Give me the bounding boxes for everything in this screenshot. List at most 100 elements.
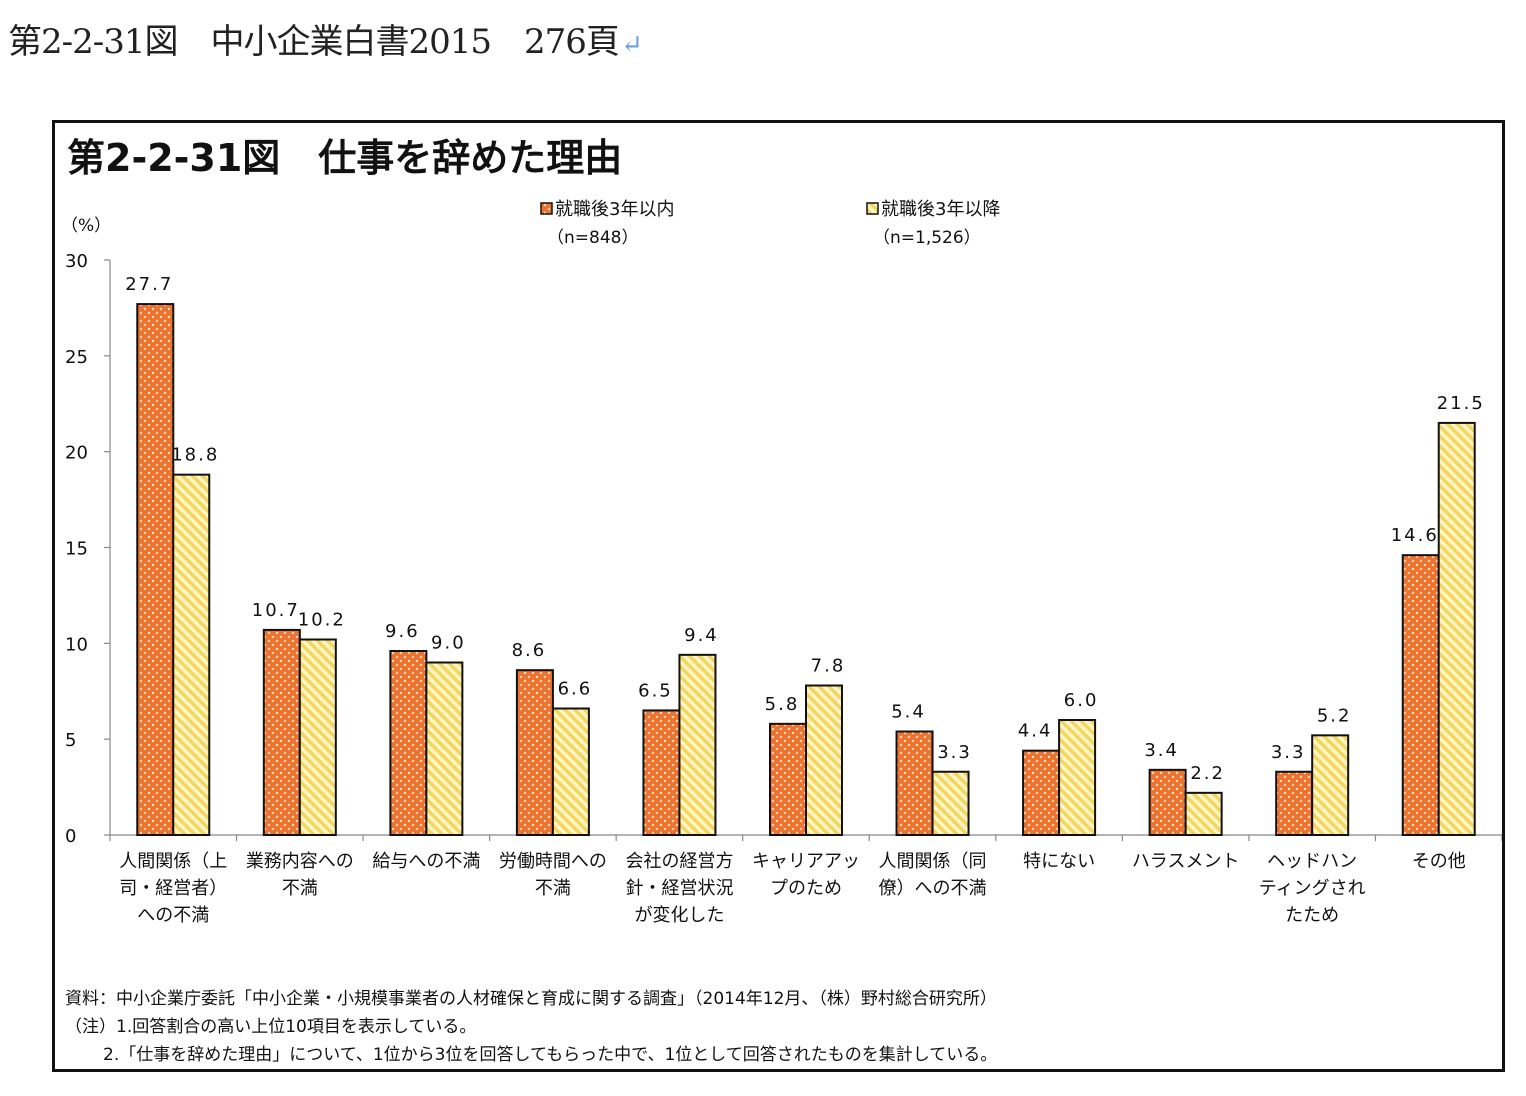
y-tick-label: 15: [65, 539, 88, 560]
footnotes: 資料：中小企業庁委託「中小企業・小規模事業者の人材確保と育成に関する調査」（20…: [65, 985, 997, 1069]
y-tick-label: 0: [65, 826, 76, 847]
y-tick-label: 25: [65, 347, 88, 368]
data-label-series-1: 10.7: [252, 600, 300, 621]
x-tick-label-line: 人間関係（上: [119, 851, 227, 872]
legend-n-series-1: （n=848）: [547, 228, 638, 248]
x-tick-label-line: 業務内容への: [246, 851, 354, 872]
legend-n-series-2: （n=1,526）: [873, 228, 981, 248]
legend-swatch-series-2: [866, 202, 879, 215]
x-tick-label-line: その他: [1412, 851, 1466, 872]
x-tick-label-line: が変化した: [634, 905, 724, 926]
legend: 就職後3年以内 （n=848） 就職後3年以降 （n=1,526）: [540, 199, 1000, 248]
data-label-series-1: 6.5: [638, 680, 673, 701]
bar-series-2: [1311, 734, 1350, 836]
data-label-series-2: 21.5: [1437, 393, 1485, 414]
x-tick-label: 労働時間への不満: [499, 851, 607, 899]
y-tick-label: 20: [65, 443, 88, 464]
legend-item-series-1: 就職後3年以内 （n=848）: [540, 199, 674, 248]
legend-item-series-2: 就職後3年以降 （n=1,526）: [866, 199, 1000, 248]
y-tick-label: 5: [65, 730, 76, 751]
data-label-series-1: 4.4: [1018, 721, 1053, 742]
data-label-series-2: 10.2: [298, 610, 346, 631]
data-label-series-1: 3.4: [1144, 740, 1179, 761]
bar-series-1: [895, 730, 934, 836]
note-1: （注）1.回答割合の高い上位10項目を表示している。: [65, 1017, 477, 1037]
data-label-series-2: 9.0: [431, 633, 466, 654]
data-label-series-2: 3.3: [937, 742, 972, 763]
bar-series-1: [136, 303, 175, 837]
x-tick-label-line: 会社の経営方: [625, 851, 733, 872]
x-tick-label-line: 針・経営状況: [625, 878, 733, 899]
bar-series-2: [551, 707, 590, 836]
chart-frame: 第2-2-31図 仕事を辞めた理由 （%） 就職後3年以内 （n=848） 就職…: [52, 120, 1505, 1072]
bar-series-2: [1184, 791, 1223, 836]
bar-series-1: [389, 650, 428, 836]
x-tick-label: ハラスメント: [1132, 851, 1240, 872]
data-label-series-2: 9.4: [684, 625, 719, 646]
x-tick-label: 会社の経営方針・経営状況が変化した: [625, 851, 733, 926]
note-2: 2.「仕事を辞めた理由」について、1位から3位を回答してもらった中で、1位として…: [103, 1045, 998, 1065]
x-tick-label: 人間関係（上司・経営者） への不満: [119, 851, 227, 926]
data-label-series-2: 7.8: [811, 656, 846, 677]
data-label-series-1: 14.6: [1391, 525, 1439, 546]
data-label-series-2: 6.6: [558, 679, 593, 700]
x-tick-label: 業務内容への不満: [246, 851, 354, 899]
bar-series-1: [769, 722, 807, 836]
x-tick-label-line: 不満: [535, 878, 571, 899]
page-title: 第2-2-31図 中小企業白書2015 276頁↵: [8, 14, 643, 63]
data-label-series-2: 2.2: [1190, 763, 1225, 784]
x-tick-label-line: 不満: [282, 878, 318, 899]
x-tick-label-line: 特にない: [1023, 851, 1095, 872]
x-tick-label: 人間関係（同僚）への不満: [879, 851, 987, 899]
x-tick-label: その他: [1412, 851, 1466, 872]
data-label-series-1: 3.3: [1271, 742, 1306, 763]
bar-series-2: [931, 770, 970, 836]
x-tick-label-line: 司・経営者）: [119, 878, 227, 899]
data-label-series-1: 8.6: [512, 640, 547, 661]
bar-series-2: [1058, 719, 1097, 836]
x-tick-label: 給与への不満: [372, 851, 480, 872]
data-label-series-2: 5.2: [1317, 705, 1352, 726]
bar-series-2: [172, 473, 211, 836]
legend-label-series-1: 就職後3年以内: [555, 199, 674, 220]
data-label-series-1: 5.4: [891, 702, 926, 723]
page-title-text: 第2-2-31図 中小企業白書2015 276頁: [8, 22, 620, 62]
bar-series-2: [678, 653, 717, 836]
bar-series-2: [805, 684, 843, 836]
bar-series-2: [1437, 421, 1476, 836]
x-tick-label-line: 労働時間への: [499, 851, 607, 872]
bar-series-1: [1275, 770, 1314, 836]
y-axis-label: （%）: [61, 216, 111, 236]
data-label-series-2: 18.8: [171, 445, 219, 466]
x-tick-label-line: たため: [1285, 905, 1339, 926]
x-tick-label-line: への不満: [137, 905, 209, 926]
bar-series-2: [425, 661, 464, 836]
x-tick-label-line: 僚）への不満: [879, 878, 987, 899]
bar-series-1: [262, 628, 301, 836]
x-tick-label-line: プのため: [770, 878, 842, 899]
x-tick-label-line: ハラスメント: [1132, 851, 1240, 872]
bar-series-2: [298, 638, 337, 836]
bar-series-1: [1401, 554, 1440, 836]
x-tick-label-line: 給与への不満: [372, 851, 480, 872]
y-tick-label: 30: [65, 251, 88, 272]
x-tick-label: キャリアアップのため: [752, 851, 860, 899]
x-tick-label: ヘッドハンティングされたため: [1259, 851, 1366, 926]
chart-title: 第2-2-31図 仕事を辞めた理由: [67, 136, 622, 180]
bar-series-1: [1148, 768, 1187, 836]
x-tick-label: 特にない: [1023, 851, 1095, 872]
data-label-series-1: 27.7: [125, 274, 173, 295]
bar-series-1: [515, 669, 554, 837]
x-tick-label-line: ヘッドハン: [1267, 851, 1357, 872]
paragraph-return-icon: ↵: [620, 30, 643, 60]
x-tick-label-line: キャリアアッ: [752, 851, 860, 872]
data-label-series-1: 9.6: [385, 621, 420, 642]
x-tick-label-line: 人間関係（同: [879, 851, 987, 872]
bar-series-1: [642, 709, 681, 837]
data-label-series-1: 5.8: [765, 694, 800, 715]
bar-chart: 第2-2-31図 仕事を辞めた理由 （%） 就職後3年以内 （n=848） 就職…: [61, 136, 1502, 926]
legend-label-series-2: 就職後3年以降: [881, 199, 1000, 220]
bar-series-1: [1022, 749, 1061, 837]
data-label-series-2: 6.0: [1064, 690, 1099, 711]
legend-swatch-series-1: [540, 202, 553, 215]
